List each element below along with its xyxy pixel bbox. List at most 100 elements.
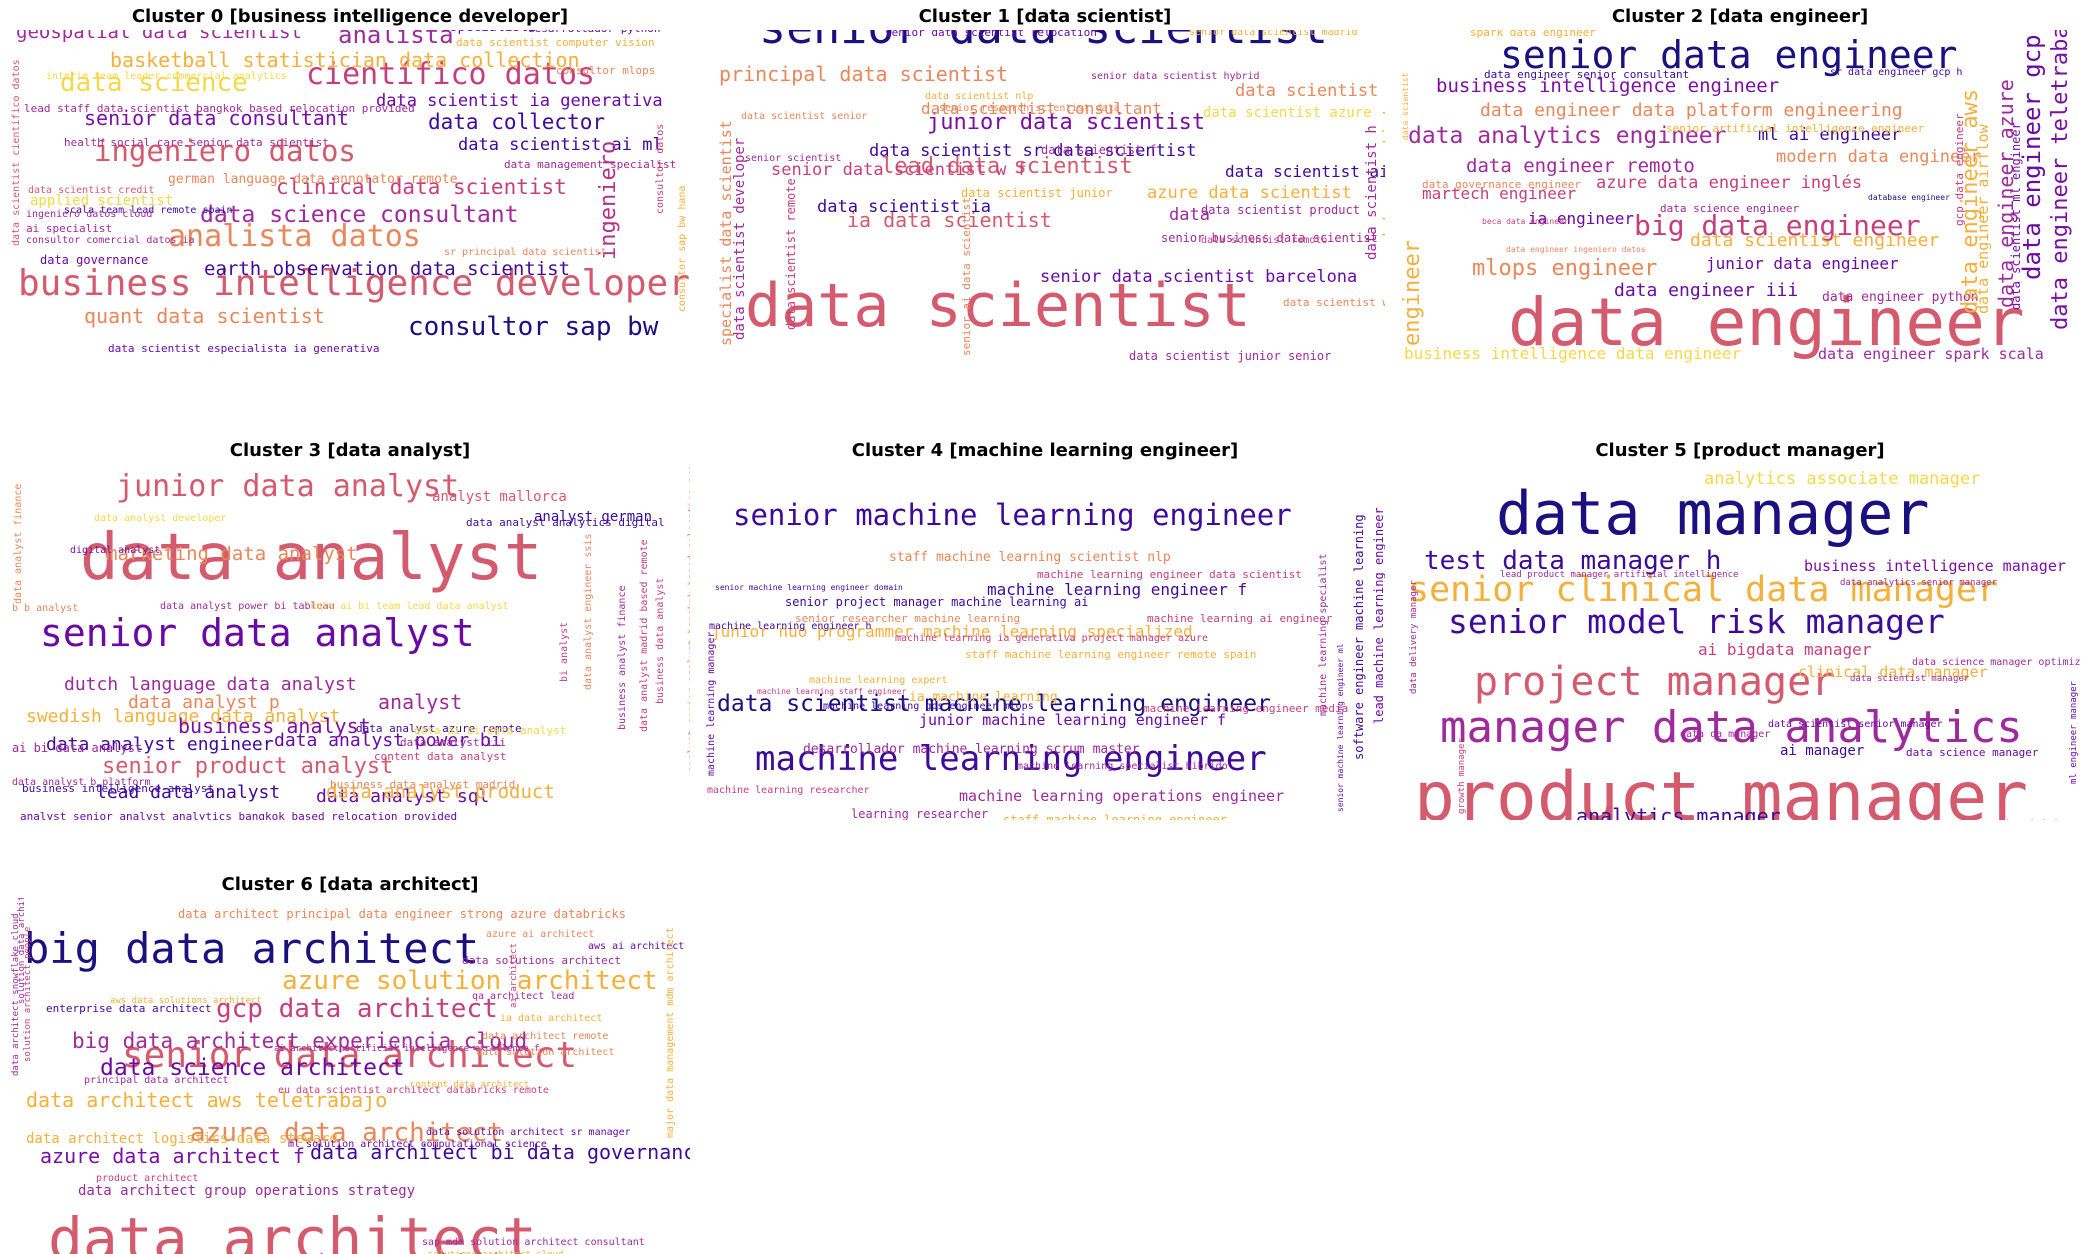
cloud-word: learning researcher — [851, 807, 989, 820]
cloud-word: senior data scientist barcelona — [1040, 267, 1358, 287]
cloud-word: data scientist consultant — [921, 99, 1162, 118]
cloud-word: ia engineer — [1528, 209, 1634, 228]
cloud-word: data analyst iii — [400, 736, 506, 749]
cloud-word: data scientist azure — [1203, 105, 1372, 121]
cluster-panel-0: Cluster 0 [business intelligence develop… — [10, 2, 690, 386]
cloud-word: data analyst power bi tableau — [160, 601, 335, 612]
cloud-word: data analyst — [80, 521, 543, 595]
cloud-word: data manager — [1496, 479, 1930, 549]
cloud-word: ai bigdata manager — [1698, 640, 1872, 659]
cloud-word: senior project manager machine learning … — [785, 595, 1089, 609]
cloud-word: data analyst b platform — [12, 777, 151, 788]
cloud-word: sap mdm solution architect consultant — [422, 1237, 645, 1248]
cloud-word: staff machine learning scientist nlp — [889, 550, 1171, 565]
cloud-word: data scientist senior — [741, 111, 868, 122]
cloud-word: senior researcher machine learning — [795, 612, 1021, 625]
cloud-word: marketing data analyst — [106, 543, 358, 565]
cloud-word: data scientist — [1401, 72, 1410, 140]
cloud-word: quant data scientist — [84, 304, 325, 328]
cloud-word: gcp data architect — [216, 994, 498, 1024]
word-cloud-0: business intelligence developer analista … — [10, 30, 690, 386]
cloud-word: engineer — [1400, 240, 1425, 346]
cloud-word: staff machine learning engineer remote s… — [965, 648, 1257, 661]
panel-title-2: Cluster 2 [data engineer] — [1611, 6, 1869, 27]
cloud-word: data architect logistics data steward — [26, 1131, 338, 1147]
cloud-word: azure data architect f — [40, 1144, 305, 1168]
cloud-word: senior data architect — [122, 1035, 578, 1076]
cloud-word: swedish language data analyst — [26, 706, 341, 727]
cloud-word: machine learning staff engineer — [757, 687, 907, 696]
cloud-word: enterprise data architect — [46, 1002, 212, 1015]
cloud-word: senior product analyst — [102, 754, 394, 779]
cloud-word: data science consultant — [200, 202, 519, 228]
cloud-word: data collector — [428, 110, 606, 134]
cloud-word: data engineer ingeniero datos — [1506, 245, 1646, 254]
cloud-word: database engineer — [1868, 193, 1950, 202]
cluster-panel-2: Cluster 2 [data engineer] data engineer s… — [1400, 2, 2080, 386]
cloud-word: data scientist senior manager — [1768, 719, 1943, 730]
cloud-word: consultor comercial datos ia — [26, 235, 195, 246]
cloud-word: ai architect — [509, 942, 519, 1008]
cloud-word: major data management mdm architect — [665, 927, 676, 1138]
cloud-word: clinical data scientist — [276, 175, 567, 199]
panel-title-5: Cluster 5 [product manager] — [1595, 440, 1885, 461]
cloud-word: senior machine learning engineer — [733, 498, 1292, 532]
cluster-panel-3: Cluster 3 [data analyst] data analyst sen… — [10, 436, 690, 820]
cloud-word: data scientist developer — [732, 137, 748, 340]
cloud-word: data engineer remoto — [1466, 155, 1695, 177]
cloud-word: data analyst developer — [94, 513, 227, 524]
cloud-word: data scientist — [1379, 107, 1385, 242]
cloud-word: data analyst power bi — [274, 730, 502, 751]
cloud-word: azure data scientist — [1147, 183, 1352, 203]
cloud-word: data scientist sr data scientist — [869, 141, 1197, 161]
cloud-word: senior clinical data manager — [1408, 570, 1999, 610]
cloud-word: modern data engineer — [1776, 147, 1981, 167]
cloud-word: senior ai data scientist — [960, 197, 973, 356]
cloud-word: dutch language data analyst — [64, 674, 357, 695]
cloud-word: data ai bi data analyst — [414, 724, 567, 737]
cloud-word: lead data scientist — [881, 154, 1133, 179]
cluster-panel-6: Cluster 6 [data architect] data architec… — [10, 870, 690, 1254]
cloud-word: data analyst sql — [316, 786, 490, 807]
cloud-word: data scientist f — [1041, 143, 1157, 157]
word-cloud-6: data architect big data architect senior d… — [10, 898, 690, 1254]
panel-title-0: Cluster 0 [business intelligence develop… — [131, 6, 569, 27]
cloud-word: machine learning engineer h — [709, 621, 872, 632]
cloud-word: manager data analytics — [1440, 702, 2023, 753]
cloud-word: analista datos — [168, 219, 421, 254]
cloud-word: data engineer python — [1822, 290, 1979, 305]
cloud-word: business data analyst madrid — [330, 778, 516, 791]
cloud-word: senior artificial intelligence engineer — [1666, 122, 1925, 135]
cloud-word: software engineer machine learning — [1352, 514, 1366, 760]
word-cloud-3: data analyst senior data analyst junior da… — [10, 464, 690, 820]
cloud-word: business intelligence developer — [18, 263, 690, 304]
cloud-word: machine learning engineer data scientist — [1037, 568, 1302, 581]
cloud-word: junior machine learning engineer f — [919, 711, 1227, 729]
cloud-word: beca data engineer — [1482, 217, 1569, 226]
cloud-word: data architect aws teletrabajo — [26, 1088, 388, 1112]
cloud-word: data analyst engineer ssis — [583, 533, 594, 690]
cluster-panel-4: Cluster 4 [machine learning engineer] ma… — [705, 436, 1385, 820]
cloud-word: data scientist nlp — [925, 91, 1034, 102]
cloud-word: ingeniero datos — [94, 134, 356, 168]
cloud-word: data ai bi team lead data analyst — [310, 601, 509, 612]
cloud-word: data — [1169, 205, 1210, 225]
cloud-word: data scientist junior senior — [1129, 349, 1332, 363]
cloud-word: german language data annotator remote — [168, 172, 458, 187]
cloud-word: ingeniero datos cloud — [26, 209, 153, 220]
cloud-word: junior data analyst — [116, 469, 460, 504]
cloud-word: data architect — [48, 1205, 537, 1254]
cloud-word: data architect bi data governance — [310, 1140, 690, 1164]
cloud-word: applied scientist — [30, 193, 174, 209]
cloud-word: test data manager h — [1424, 546, 1722, 576]
cloud-word: staff machine learning engineer — [1003, 813, 1227, 820]
cloud-word: data engineer — [1508, 284, 2025, 361]
cloud-word: machine learning manager — [706, 631, 717, 777]
panel-title-3: Cluster 3 [data analyst] — [229, 440, 471, 461]
cloud-word: senior machine learning engineer domain — [715, 583, 903, 592]
cloud-word: analytics associate manager — [1704, 469, 1981, 489]
cloud-word: junior nuo programmer machine learning s… — [711, 622, 1193, 641]
cloud-word: azure data architect — [190, 1118, 504, 1148]
cloud-word: senior machine learning engineer ml — [1336, 643, 1345, 812]
cloud-word: gcp data engineer — [1953, 113, 1966, 226]
